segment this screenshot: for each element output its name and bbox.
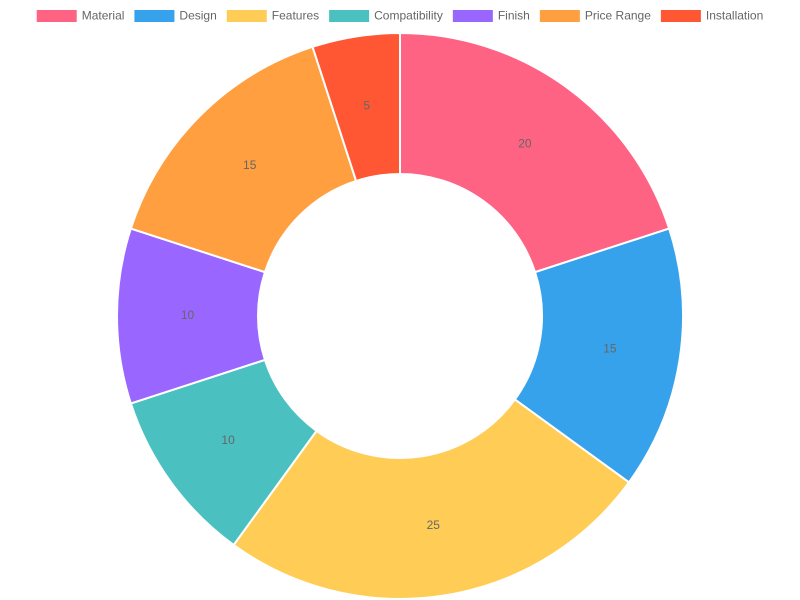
legend-label: Price Range [585,9,651,23]
legend-label: Finish [498,9,530,23]
legend-label: Compatibility [374,9,443,23]
doughnut-slice [399,31,671,274]
legend-label: Features [272,9,319,23]
legend-swatch [539,10,580,22]
legend: Material Design Features Compatibility Finis… [36,9,763,23]
legend-swatch [452,10,493,22]
legend-swatch [329,10,370,22]
doughnut-slice [513,227,684,484]
doughnut-slice [311,31,401,183]
legend-swatch [660,10,701,22]
data-label: 25 [427,518,441,532]
legend-swatch [226,10,267,22]
doughnut-slice [129,45,358,274]
legend-label: Material [82,9,125,23]
data-label: 15 [243,158,257,172]
legend-swatch [134,10,175,22]
data-label: 15 [603,341,617,355]
data-label: 20 [518,136,532,150]
data-label: 5 [363,98,370,112]
legend-swatch [36,10,77,22]
legend-label: Design [179,9,216,23]
data-label: 10 [221,433,235,447]
data-label: 10 [181,308,195,322]
doughnut-slice [232,398,631,600]
plot-area: 20 15 25 10 10 15 5 [116,31,684,600]
legend-label: Installation [706,9,763,23]
